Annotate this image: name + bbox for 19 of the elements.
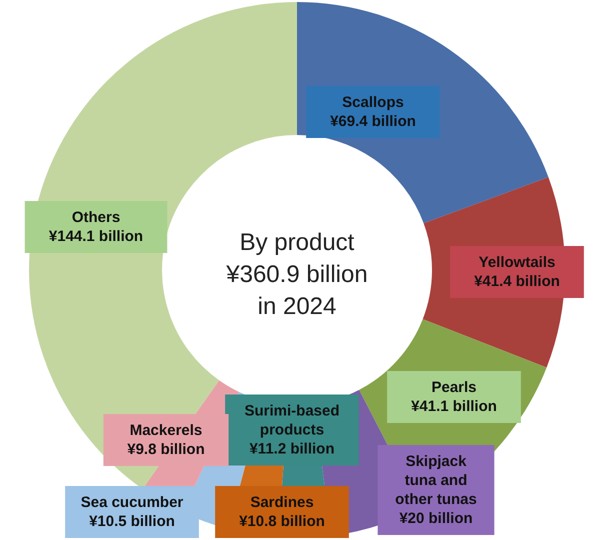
slice-label: Sardines [250, 494, 314, 511]
slice-label: Yellowtails [478, 254, 556, 271]
data-label: ¥144.1 billion [48, 228, 144, 245]
data-label: ¥41.4 billion [474, 273, 560, 290]
text: By product ¥360.9 billion in 2024 [225, 229, 368, 320]
slice-label: Surimi-based products [244, 402, 340, 438]
slice-label: Mackerels [130, 422, 202, 439]
slice-label: Scallops [342, 94, 404, 111]
data-label: ¥69.4 billion [330, 113, 416, 130]
data-label: ¥10.8 billion [239, 513, 325, 530]
data-label: ¥9.8 billion [127, 441, 205, 458]
slice-label: Sea cucumber [80, 494, 184, 511]
slice-label: Skipjack tuna and other tunas [395, 453, 477, 508]
data-label: ¥41.1 billion [411, 398, 497, 415]
data-label: ¥10.5 billion [89, 513, 175, 530]
slice-label: Pearls [431, 379, 477, 396]
slice-label: Others [72, 209, 120, 226]
data-label: ¥11.2 billion [249, 440, 335, 458]
data-label: ¥20 billion [399, 510, 473, 527]
